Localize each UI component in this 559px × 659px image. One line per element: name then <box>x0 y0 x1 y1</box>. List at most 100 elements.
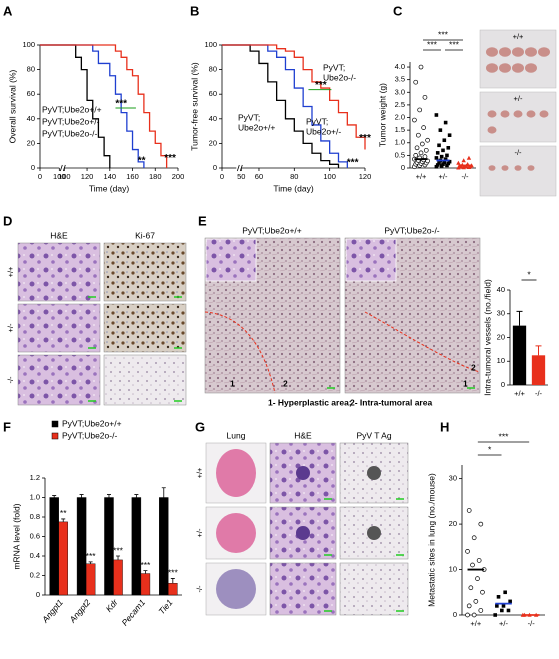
region-border <box>364 311 481 373</box>
region-number: 2 <box>283 378 288 388</box>
data-point <box>413 153 419 158</box>
legend-label: PyVT;Ube2o+/- <box>42 116 100 126</box>
metastasis <box>296 526 310 540</box>
tumor <box>499 63 511 73</box>
significance-label: *** <box>438 29 449 39</box>
x-tick-label: 0 <box>38 172 42 181</box>
panel-letter: H <box>440 419 449 434</box>
row-label: +/+ <box>195 467 204 478</box>
data-point <box>466 603 472 609</box>
significance-label: *** <box>499 431 510 441</box>
bar <box>85 563 96 596</box>
y-tick-label: 3.0 <box>395 87 405 96</box>
data-point <box>416 132 421 138</box>
region-number: 1 <box>463 378 468 388</box>
data-point <box>443 120 448 125</box>
data-point <box>434 113 439 117</box>
data-point <box>496 595 501 599</box>
data-point <box>437 161 441 165</box>
significance-label: * <box>488 444 492 454</box>
panel-letter: C <box>393 3 403 18</box>
data-point <box>443 157 448 161</box>
error-bar <box>516 310 523 326</box>
x-tick-label: +/- <box>439 172 448 181</box>
x-tick-label: 120 <box>81 172 94 181</box>
bar <box>512 325 527 385</box>
data-point <box>435 163 440 167</box>
y-tick-label: 20 <box>209 138 217 147</box>
tumor <box>514 165 522 171</box>
x-tick-label: +/- <box>499 619 508 628</box>
data-point <box>445 163 449 168</box>
data-point <box>414 145 420 151</box>
data-point <box>506 608 511 613</box>
y-tick-label: 0.5 <box>395 150 405 159</box>
row-label: +/- <box>195 528 204 537</box>
y-tick-label: 10 <box>497 356 505 365</box>
panel-letter: F <box>3 419 11 434</box>
photo <box>479 29 557 89</box>
data-point <box>471 535 477 541</box>
bar <box>49 497 59 596</box>
data-point <box>434 156 439 160</box>
micrograph <box>103 303 187 353</box>
metastasis <box>367 466 381 480</box>
column-label: Lung <box>227 430 246 440</box>
x-tick-label: 100 <box>58 172 71 181</box>
data-point <box>445 153 449 158</box>
region-number: 2 <box>471 362 476 372</box>
annotation: *** <box>315 80 327 91</box>
annotation: ** <box>138 155 146 166</box>
tumor <box>525 63 537 73</box>
y-axis-label: Overall survival (%) <box>7 69 17 143</box>
tumor <box>487 126 497 134</box>
x-tick-label: -/- <box>461 172 469 181</box>
data-point <box>418 64 424 70</box>
error-bar <box>52 495 57 498</box>
annotation: *** <box>164 153 176 164</box>
y-tick-label: 100 <box>204 40 217 49</box>
y-tick-label: 100 <box>22 40 35 49</box>
error-bar <box>161 487 166 498</box>
region-number: 1 <box>230 378 235 388</box>
bar <box>131 497 142 596</box>
lung <box>216 449 256 497</box>
survival-curve <box>40 44 111 168</box>
tumor <box>486 47 498 57</box>
data-point <box>435 151 440 155</box>
image-title: PyVT;Ube2o+/+ <box>242 225 302 235</box>
x-axis-label: Time (day) <box>89 183 129 193</box>
y-tick-label: 2.5 <box>395 100 405 109</box>
significance-label: *** <box>449 39 460 49</box>
x-tick-label: 100 <box>323 172 336 181</box>
row-label: -/- <box>6 376 15 384</box>
tumor <box>527 165 535 171</box>
lung <box>216 513 256 553</box>
bar <box>531 355 546 385</box>
legend-item: 1- Hyperplastic area; <box>268 397 352 407</box>
tumor <box>500 110 510 118</box>
data-point <box>456 160 461 165</box>
data-point <box>419 141 425 147</box>
bar <box>113 559 123 596</box>
y-tick-label: 20 <box>27 138 35 147</box>
tumor <box>512 63 524 73</box>
y-axis-label: Tumor-free survival (%) <box>189 62 199 151</box>
annotation: *** <box>168 568 179 578</box>
x-tick-label: Tie1 <box>156 597 174 616</box>
error-bar <box>61 518 66 522</box>
y-tick-label: 40 <box>209 114 217 123</box>
panel-letter: E <box>198 213 207 228</box>
x-tick-label: 120 <box>359 172 372 181</box>
significance-label: *** <box>427 39 438 49</box>
data-point <box>412 117 417 123</box>
legend-swatch <box>51 420 59 428</box>
data-point <box>503 590 507 595</box>
data-point <box>475 576 480 581</box>
y-tick-label: 0.6 <box>30 531 40 540</box>
data-point <box>421 125 426 130</box>
error-bar <box>106 494 111 498</box>
annotation: *** <box>347 158 359 169</box>
data-point <box>468 585 474 591</box>
